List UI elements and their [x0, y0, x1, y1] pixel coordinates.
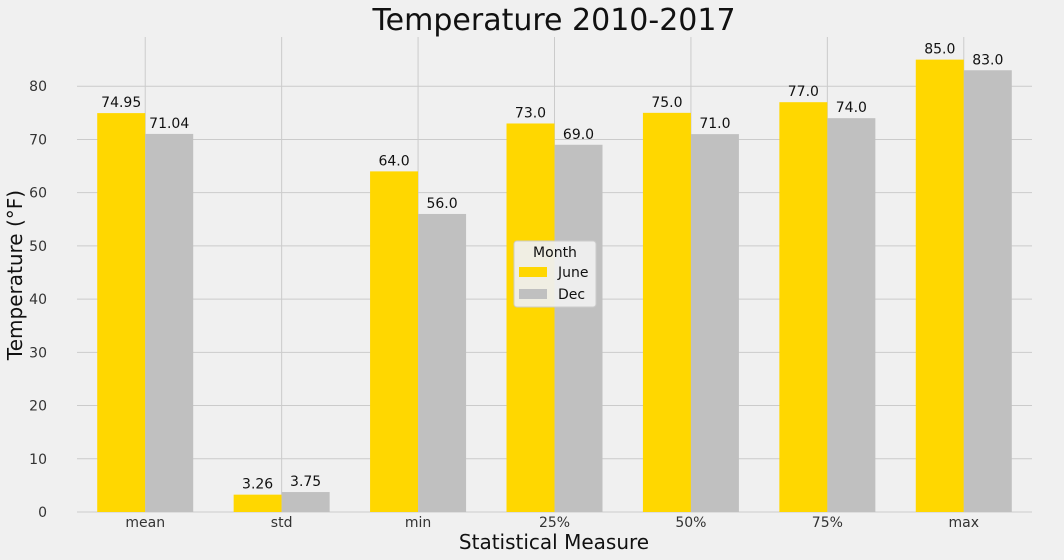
data-label: 73.0: [515, 105, 546, 121]
x-tick-label: max: [949, 515, 980, 531]
data-label: 56.0: [426, 196, 457, 212]
y-tick-label: 0: [38, 505, 47, 521]
legend-swatch-dec: [519, 289, 547, 299]
y-tick-label: 30: [29, 345, 47, 361]
data-label: 71.0: [699, 116, 730, 132]
x-tick-label: min: [405, 515, 431, 531]
data-label: 71.04: [149, 116, 189, 132]
bar-june: [915, 59, 964, 512]
data-label: 75.0: [651, 95, 682, 111]
legend-label-dec: Dec: [558, 287, 585, 303]
x-tick-label: mean: [125, 515, 165, 531]
legend-swatch-june: [519, 267, 547, 277]
data-label: 69.0: [563, 127, 594, 143]
y-tick-label: 10: [29, 452, 47, 468]
bar-dec: [418, 213, 467, 512]
bar-june: [233, 494, 282, 512]
data-label: 83.0: [972, 52, 1003, 68]
bar-dec: [145, 133, 194, 513]
x-tick-label: std: [271, 515, 293, 531]
bar-dec: [281, 492, 330, 512]
bar-june: [97, 113, 146, 512]
data-label: 77.0: [788, 84, 819, 100]
bars: [97, 59, 1012, 513]
data-label: 85.0: [924, 42, 955, 58]
y-tick-label: 70: [29, 132, 47, 148]
y-tick-label: 40: [29, 292, 47, 308]
chart-title: Temperature 2010-2017: [371, 3, 735, 38]
y-tick-label: 80: [29, 79, 47, 95]
y-axis-label: Temperature (°F): [3, 190, 27, 361]
x-axis-label: Statistical Measure: [459, 530, 649, 554]
bar-dec: [963, 70, 1012, 512]
x-tick-label: 25%: [539, 515, 570, 531]
y-tick-label: 20: [29, 399, 47, 415]
x-tick-labels: mean std min 25% 50% 75% max: [125, 515, 979, 531]
legend-label-june: June: [557, 265, 589, 281]
bar-dec: [827, 118, 876, 512]
bar-june: [642, 112, 691, 513]
y-tick-labels: 0 10 20 30 40 50 60 70 80: [29, 79, 47, 521]
bar-june: [779, 102, 828, 512]
bar-june: [370, 171, 419, 512]
x-tick-label: 75%: [812, 515, 843, 531]
data-label: 74.95: [101, 95, 141, 111]
x-tick-label: 50%: [675, 515, 706, 531]
data-label: 3.75: [290, 474, 321, 490]
data-label: 74.0: [836, 100, 867, 116]
legend-title: Month: [533, 245, 577, 261]
y-tick-label: 60: [29, 186, 47, 202]
data-label: 3.26: [242, 477, 273, 493]
y-tick-label: 50: [29, 239, 47, 255]
data-label: 64.0: [378, 153, 409, 169]
bar-dec: [690, 134, 739, 512]
bar-dec: [554, 144, 603, 512]
legend: Month June Dec: [513, 240, 597, 308]
data-labels: 74.95 3.26 64.0 73.0 75.0 77.0 85.0 71.04 3.75 56…: [101, 42, 1003, 493]
bar-june: [506, 123, 555, 513]
